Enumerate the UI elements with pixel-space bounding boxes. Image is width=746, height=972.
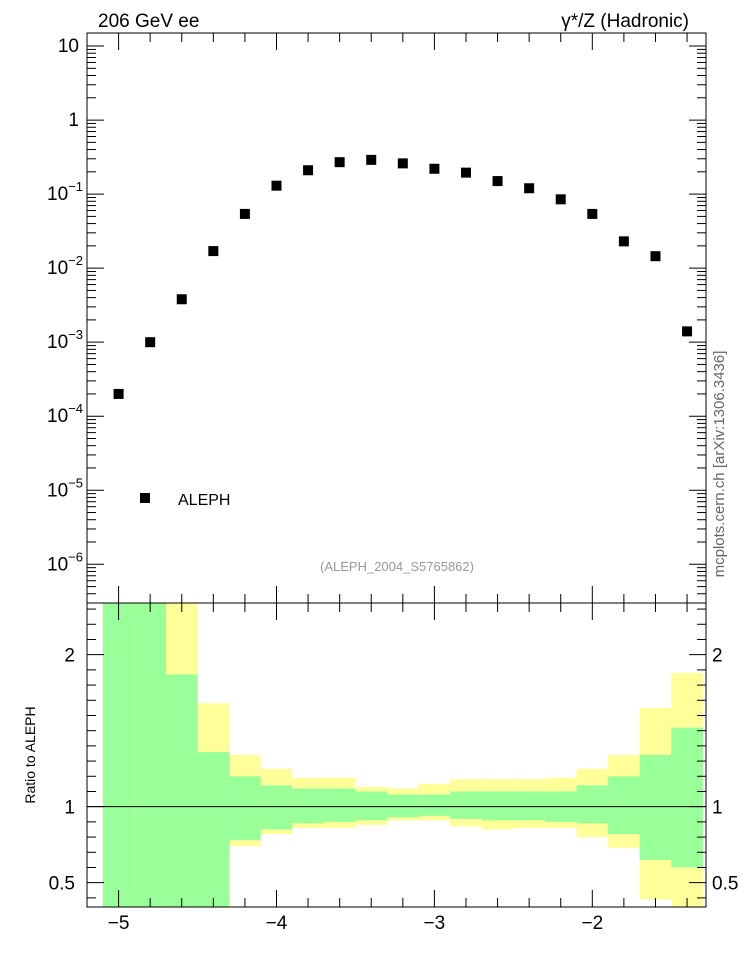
y-tick-label: 10 (58, 36, 79, 57)
y-tick-label: 10−2 (47, 253, 83, 279)
data-point (334, 157, 345, 168)
ratio-tick-label: 2 (64, 646, 75, 667)
inner-band-bin (355, 791, 388, 821)
inner-band-bin (450, 791, 482, 819)
y-tick-label: 10−3 (47, 327, 83, 353)
inner-band-bin (513, 791, 545, 821)
data-point (271, 180, 282, 191)
ratio-tick-label-right: 2 (712, 646, 723, 667)
aleph-series (113, 154, 693, 399)
inner-band-bin (481, 791, 514, 821)
upper-y-axis: 10 1 10−1 10−2 10−3 10−4 10−5 10−6 (47, 36, 706, 604)
legend: ALEPH (140, 492, 230, 509)
inner-band-bin (102, 603, 135, 907)
data-point (303, 165, 314, 176)
y-tick-label: 10−1 (47, 179, 83, 205)
upper-frame (86, 32, 707, 604)
data-point (555, 194, 566, 205)
data-point (208, 246, 219, 257)
upper-panel: 10 1 10−1 10−2 10−3 10−4 10−5 10−6 ALEPH (ALEPH… (47, 32, 707, 604)
data-point (618, 236, 629, 247)
data-point (682, 326, 693, 337)
legend-marker-aleph (140, 493, 150, 503)
ratio-tick-label-right: 1 (712, 798, 723, 819)
lower-y-axis: 2 2 1 1 0.5 0.5 (49, 608, 738, 899)
inner-band-bin (671, 727, 703, 868)
lower-x-axis: −5 −4 −3 −2 (86, 603, 688, 934)
inner-band-bin (197, 751, 230, 907)
inner-band-bin (639, 755, 672, 860)
ratio-tick-label: 0.5 (49, 874, 75, 895)
ratio-tick-label: 1 (64, 798, 75, 819)
y-tick-label: 10−6 (47, 549, 83, 575)
data-point (145, 337, 156, 348)
lower-frame (86, 602, 707, 908)
data-point (587, 208, 598, 219)
analysis-label: (ALEPH_2004_S5765862) (320, 559, 474, 574)
inner-band-bin (165, 674, 198, 907)
y-tick-label: 10−4 (47, 401, 83, 427)
ratio-y-axis-label: Ratio to ALEPH (22, 706, 38, 803)
data-point (176, 294, 187, 305)
y-tick-label: 1 (68, 110, 79, 131)
data-point (366, 154, 377, 165)
inner-band-bin (134, 603, 166, 907)
x-tick-label: −2 (581, 913, 603, 934)
ratio-tick-label-right: 0.5 (712, 874, 738, 895)
inner-band-bin (292, 788, 324, 824)
uncertainty-bands (102, 603, 703, 907)
data-point (524, 183, 535, 194)
upper-x-axis (86, 33, 688, 603)
inner-band-bin (229, 776, 261, 841)
legend-label-aleph: ALEPH (178, 492, 230, 509)
data-point (460, 167, 471, 178)
data-point (429, 163, 440, 174)
process-label: γ*/Z (Hadronic) (561, 11, 689, 32)
x-tick-label: −5 (108, 913, 130, 934)
data-point (113, 388, 124, 399)
watermark: mcplots.cern.ch [arXiv:1306.3436] (711, 351, 728, 578)
inner-band-bin (608, 776, 640, 835)
y-tick-label: 10−5 (47, 475, 83, 501)
data-point (492, 176, 503, 187)
inner-band-bin (260, 785, 293, 830)
x-tick-label: −4 (266, 913, 288, 934)
inner-band-bin (387, 794, 419, 818)
x-tick-label: −3 (424, 913, 446, 934)
energy-label: 206 GeV ee (98, 11, 199, 32)
data-point (650, 251, 661, 262)
inner-band-bin (418, 794, 451, 816)
inner-band-bin (576, 785, 609, 824)
inner-band-bin (323, 788, 356, 822)
lower-panel: 2 2 1 1 0.5 0.5 −5 −4 −3 −2 Ratio to ALEPH (22, 602, 738, 934)
data-point (239, 208, 250, 219)
data-point (397, 158, 408, 169)
